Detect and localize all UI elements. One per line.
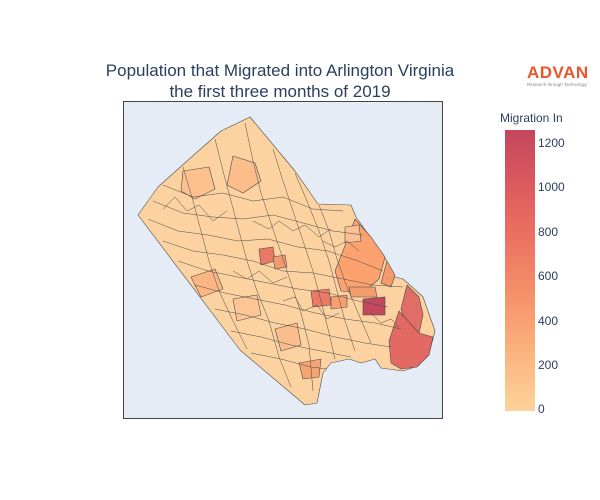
tract-pentagon[interactable] [362, 296, 386, 316]
tract-central-east-2[interactable] [330, 294, 348, 310]
tract-south[interactable] [298, 358, 322, 380]
tract-north-peach[interactable] [226, 155, 262, 194]
tract-boundaries [147, 122, 404, 392]
title-line-2: the first three months of 2019 [169, 82, 391, 101]
colorbar-tick-1000: 1000 [538, 180, 565, 194]
advan-logo: ADVAN Research through Technology [527, 64, 597, 88]
tract-west-center[interactable] [190, 268, 224, 298]
tract-ballston-2[interactable] [272, 254, 288, 270]
tract-east-large[interactable] [388, 310, 434, 370]
colorbar-tick-600: 600 [538, 269, 559, 283]
logo-tagline: Research through Technology [527, 82, 587, 87]
colorbar-tick-200: 200 [538, 358, 559, 372]
tract-mid-south[interactable] [274, 322, 302, 352]
choropleth-map[interactable] [123, 101, 443, 419]
colorbar-tick-800: 800 [538, 225, 559, 239]
tract-central-east[interactable] [310, 288, 332, 308]
tract-north-west[interactable] [180, 166, 216, 200]
county-outline [137, 116, 436, 406]
colorbar-tick-0: 0 [538, 402, 545, 416]
tract-center-peach[interactable] [232, 294, 262, 322]
logo-word: ADVAN [527, 63, 589, 82]
colorbar-tick-1200: 1200 [538, 136, 565, 150]
colorbar-scale [505, 130, 535, 411]
map-title: Population that Migrated into Arlington … [60, 60, 500, 102]
colorbar-tick-400: 400 [538, 314, 559, 328]
tract-pentagon-north[interactable] [348, 286, 378, 298]
tract-east-small[interactable] [344, 224, 362, 244]
tract-river-upper-east[interactable] [380, 260, 396, 288]
colorbar-title: Migration In [500, 111, 563, 125]
title-line-1: Population that Migrated into Arlington … [105, 61, 455, 80]
